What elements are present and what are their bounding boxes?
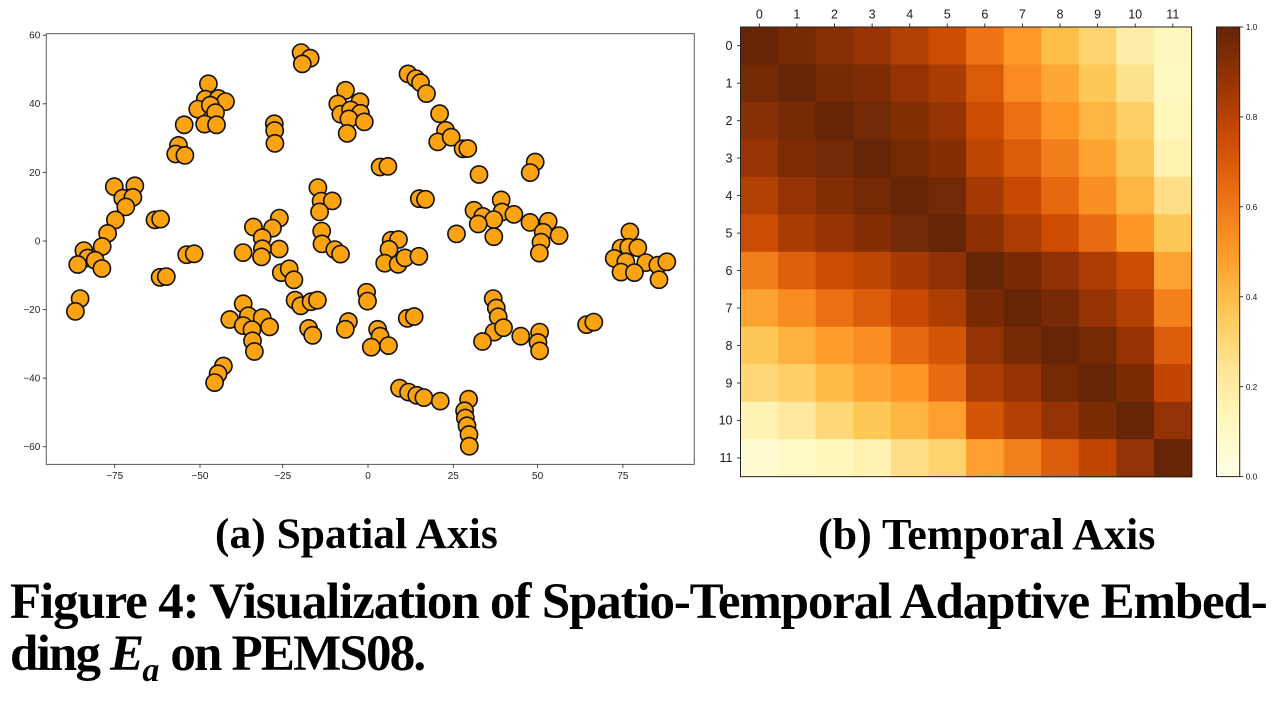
svg-text:9: 9 bbox=[1094, 8, 1101, 22]
svg-text:−60: −60 bbox=[23, 442, 40, 453]
svg-text:10: 10 bbox=[719, 414, 733, 428]
svg-text:9: 9 bbox=[726, 376, 733, 390]
svg-text:0: 0 bbox=[365, 471, 371, 482]
svg-text:−75: −75 bbox=[106, 471, 123, 482]
svg-text:1: 1 bbox=[726, 77, 733, 91]
svg-text:10: 10 bbox=[1128, 8, 1142, 22]
svg-text:6: 6 bbox=[981, 8, 988, 22]
svg-text:5: 5 bbox=[726, 226, 733, 240]
svg-text:7: 7 bbox=[726, 301, 733, 315]
svg-text:40: 40 bbox=[29, 99, 41, 110]
svg-text:11: 11 bbox=[1166, 8, 1179, 22]
svg-text:5: 5 bbox=[944, 8, 951, 22]
svg-text:1.0: 1.0 bbox=[1246, 22, 1258, 32]
svg-text:0.4: 0.4 bbox=[1246, 292, 1258, 302]
svg-text:0.6: 0.6 bbox=[1246, 202, 1258, 212]
svg-text:−20: −20 bbox=[23, 305, 40, 316]
svg-text:4: 4 bbox=[726, 189, 733, 203]
svg-text:7: 7 bbox=[1019, 8, 1026, 22]
svg-text:3: 3 bbox=[869, 8, 876, 22]
svg-text:−40: −40 bbox=[23, 374, 40, 385]
svg-text:8: 8 bbox=[726, 339, 733, 353]
svg-text:6: 6 bbox=[726, 264, 733, 278]
svg-text:−50: −50 bbox=[192, 471, 209, 482]
svg-text:2: 2 bbox=[831, 8, 838, 22]
svg-text:0: 0 bbox=[756, 8, 763, 22]
svg-text:11: 11 bbox=[720, 451, 733, 465]
svg-text:50: 50 bbox=[532, 471, 544, 482]
svg-text:0.2: 0.2 bbox=[1246, 382, 1258, 392]
svg-text:1: 1 bbox=[793, 8, 800, 22]
svg-text:25: 25 bbox=[448, 471, 460, 482]
svg-text:−25: −25 bbox=[274, 471, 291, 482]
svg-text:0.0: 0.0 bbox=[1246, 472, 1258, 482]
svg-text:0.8: 0.8 bbox=[1246, 112, 1258, 122]
svg-text:20: 20 bbox=[29, 168, 41, 179]
svg-text:60: 60 bbox=[29, 31, 41, 42]
svg-text:4: 4 bbox=[906, 8, 913, 22]
svg-text:8: 8 bbox=[1057, 8, 1064, 22]
svg-text:75: 75 bbox=[617, 471, 629, 482]
svg-text:0: 0 bbox=[726, 39, 733, 53]
svg-text:3: 3 bbox=[726, 151, 733, 165]
svg-text:0: 0 bbox=[35, 236, 41, 247]
svg-text:2: 2 bbox=[726, 114, 733, 128]
